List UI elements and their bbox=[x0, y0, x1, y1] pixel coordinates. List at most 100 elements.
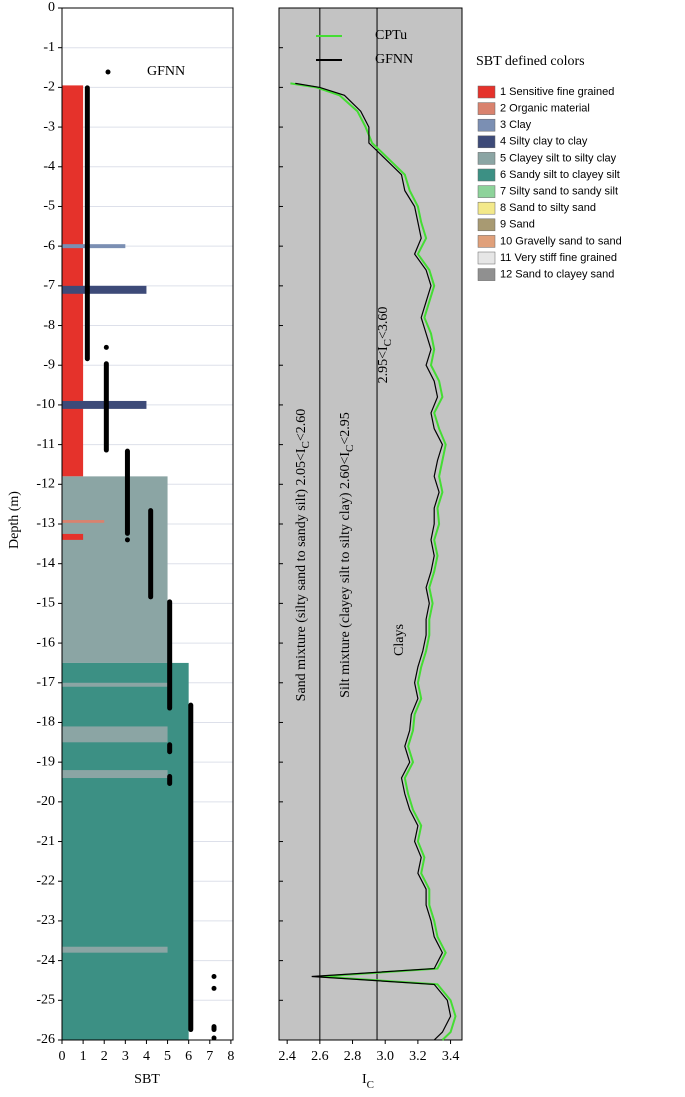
x-tick-label: 3.0 bbox=[376, 1049, 394, 1064]
y-tick-label: -17 bbox=[36, 675, 55, 690]
zone-annotation-text: Clays bbox=[392, 624, 407, 656]
gfnn-point bbox=[84, 85, 90, 362]
legend-swatch bbox=[477, 218, 496, 232]
zone-annotation-sub: C bbox=[344, 445, 356, 452]
legend-label: GFNN bbox=[375, 52, 413, 67]
y-tick-label: -15 bbox=[36, 596, 55, 611]
legend-swatch bbox=[477, 102, 496, 115]
x-tick-label: 2 bbox=[101, 1049, 108, 1064]
legend-label: GFNN bbox=[147, 64, 185, 79]
legend-label: 8 Sand to silty sand bbox=[500, 202, 596, 214]
legend-swatch bbox=[477, 152, 496, 165]
y-tick-label: -1 bbox=[43, 40, 55, 55]
x-tick-label: 5 bbox=[164, 1049, 171, 1064]
y-tick-label: -10 bbox=[36, 397, 55, 412]
legend-swatch bbox=[477, 251, 496, 265]
zone-annotation-tail: <2.95 bbox=[338, 412, 353, 444]
y-tick-label: -16 bbox=[36, 635, 55, 650]
sbt-layer bbox=[62, 285, 147, 294]
sbt-layer bbox=[62, 244, 126, 249]
y-tick-label: -13 bbox=[36, 516, 55, 531]
sbt-layer bbox=[62, 520, 105, 523]
legend-label: 10 Gravelly sand to sand bbox=[500, 235, 622, 247]
legend-label: 9 Sand bbox=[500, 219, 535, 231]
y-tick-label: -6 bbox=[43, 238, 55, 253]
gfnn-point bbox=[103, 361, 109, 453]
legend-label: 7 Silty sand to sandy silt bbox=[500, 186, 618, 198]
series-line bbox=[290, 82, 457, 1041]
zone-annotation-sub: C bbox=[300, 441, 312, 448]
legend-swatch bbox=[477, 185, 496, 198]
legend-label: 2 Organic material bbox=[500, 103, 590, 115]
zone-annotation: Silt mixture (clayey silt to silty clay)… bbox=[338, 412, 355, 698]
gfnn-point bbox=[167, 742, 173, 755]
y-axis-label: Depth (m) bbox=[7, 491, 22, 549]
sbt-layer bbox=[62, 682, 168, 687]
legend-label: CPTu bbox=[375, 28, 407, 43]
gfnn-point bbox=[103, 344, 109, 350]
y-tick-label: -26 bbox=[36, 1032, 55, 1047]
sbt-layer bbox=[62, 85, 84, 477]
gfnn-point bbox=[211, 973, 217, 979]
legend-swatch bbox=[477, 168, 496, 182]
y-tick-label: -24 bbox=[36, 953, 55, 968]
x-tick-label: 2.4 bbox=[278, 1049, 296, 1064]
legend-label: 1 Sensitive fine grained bbox=[500, 86, 614, 98]
gfnn-point bbox=[148, 508, 154, 600]
gfnn-point bbox=[211, 985, 217, 991]
y-tick-label: -14 bbox=[36, 556, 55, 571]
y-tick-label: -3 bbox=[43, 119, 55, 134]
x-tick-label: 3.4 bbox=[442, 1049, 460, 1064]
legend-swatch bbox=[477, 85, 496, 99]
legend-label: 4 Silty clay to clay bbox=[500, 136, 588, 148]
sbt-layer bbox=[62, 533, 84, 540]
gfnn-point bbox=[211, 1035, 217, 1041]
y-tick-label: 0 bbox=[48, 0, 55, 15]
y-tick-label: -20 bbox=[36, 794, 55, 809]
legend-label: 5 Clayey silt to silty clay bbox=[500, 152, 617, 164]
x-tick-label: 4 bbox=[143, 1049, 150, 1064]
y-tick-label: -22 bbox=[36, 873, 55, 888]
zone-annotation: Sand mixture (silty sand to sandy silt) … bbox=[294, 409, 311, 702]
y-tick-label: -25 bbox=[36, 993, 55, 1008]
sbt-layer bbox=[62, 946, 168, 953]
x-axis-label-sub: C bbox=[367, 1079, 374, 1091]
zone-annotation-text: Silt mixture (clayey silt to silty clay)… bbox=[338, 452, 353, 698]
legend-title: SBT defined colors bbox=[476, 54, 585, 69]
gfnn-point bbox=[167, 599, 173, 711]
x-tick-label: 2.8 bbox=[344, 1049, 362, 1064]
legend-swatch bbox=[477, 235, 496, 248]
zone-annotation: 2.95<IC<3.60 bbox=[376, 307, 393, 384]
zone-annotation-text: 2.95<I bbox=[376, 346, 391, 383]
y-tick-label: -4 bbox=[43, 159, 55, 174]
legend-label: 3 Clay bbox=[500, 119, 532, 131]
x-tick-label: 3 bbox=[122, 1049, 129, 1064]
legend-swatch bbox=[477, 135, 496, 149]
y-tick-label: -9 bbox=[43, 357, 55, 372]
y-tick-label: -18 bbox=[36, 715, 55, 730]
plot-frame bbox=[61, 7, 234, 1041]
y-tick-label: -11 bbox=[37, 437, 55, 452]
legend-swatch bbox=[477, 268, 496, 281]
sbt-layer bbox=[62, 726, 168, 743]
y-tick-label: -12 bbox=[36, 477, 55, 492]
x-axis-label-main: I bbox=[362, 1072, 367, 1087]
y-tick-label: -7 bbox=[43, 278, 55, 293]
legend-label: 11 Very stiff fine grained bbox=[500, 252, 617, 264]
x-tick-label: 2.6 bbox=[311, 1049, 329, 1064]
legend-label: 12 Sand to clayey sand bbox=[500, 269, 614, 281]
sbt-layer bbox=[62, 770, 168, 779]
y-tick-label: -21 bbox=[36, 834, 55, 849]
y-tick-label: -8 bbox=[43, 318, 55, 333]
gfnn-point bbox=[167, 774, 173, 786]
gfnn-point bbox=[211, 1024, 217, 1033]
x-tick-label: 1 bbox=[80, 1049, 87, 1064]
zone-annotation-sub: C bbox=[382, 339, 394, 346]
legend-marker bbox=[105, 69, 111, 75]
legend-label: 6 Sandy silt to clayey silt bbox=[500, 169, 620, 181]
y-tick-label: -2 bbox=[43, 80, 55, 95]
y-tick-label: -23 bbox=[36, 913, 55, 928]
x-tick-label: 7 bbox=[206, 1049, 213, 1064]
x-axis-label: IC bbox=[362, 1072, 374, 1090]
